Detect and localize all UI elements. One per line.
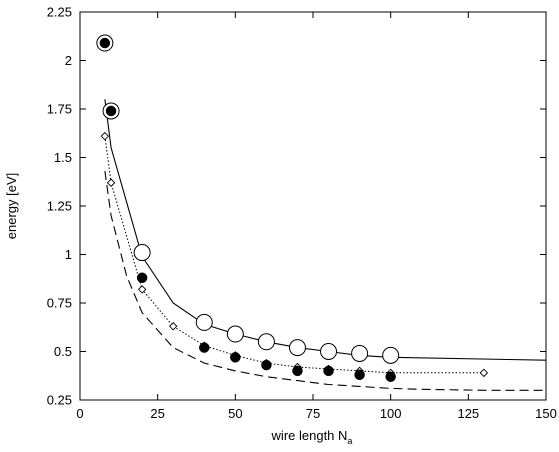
x-axis-label: wire length Na	[271, 428, 353, 446]
y-tick-label: 1.5	[54, 150, 72, 165]
y-tick-label: 1.75	[47, 102, 72, 117]
y-tick-label: 2	[65, 53, 72, 68]
axis-ticks	[79, 11, 547, 401]
open-circle-point	[382, 346, 400, 364]
filled-circle-point	[136, 272, 148, 284]
x-tick-label: 75	[306, 406, 320, 421]
solid-line-series	[104, 99, 547, 361]
y-axis-label: energy [eV]	[4, 173, 19, 240]
open-circle-point	[133, 244, 151, 262]
y-tick-label: 0.75	[47, 296, 72, 311]
open-circle-point	[226, 325, 244, 343]
plot-frame	[79, 11, 547, 401]
filled-circle-point	[261, 359, 272, 371]
open-circle-point	[351, 344, 369, 362]
y-tick-label: 1.25	[47, 199, 72, 214]
x-tick-label: 50	[228, 406, 242, 421]
dashed-line-series	[104, 171, 546, 391]
series-markers	[96, 34, 489, 382]
diamond-point	[479, 368, 489, 378]
dotted-line-series	[104, 136, 484, 374]
y-tick-label: 1	[65, 247, 72, 262]
tick-labels: 0 25 50 75 100 125 150 0.25 0.5 0.75 1 1.25 1.5 1.75 2…	[47, 5, 557, 422]
filled-circle-point	[354, 369, 365, 381]
x-tick-label: 0	[76, 406, 83, 421]
filled-circle-point	[230, 352, 241, 363]
open-circle-point	[257, 333, 275, 351]
filled-circle-point	[323, 365, 334, 377]
filled-circle-point	[99, 37, 111, 49]
diamond-point	[168, 322, 178, 331]
open-circle-point	[195, 313, 213, 331]
open-circle-point	[320, 343, 338, 360]
filled-circle-point	[105, 105, 117, 117]
filled-circle-point	[292, 365, 303, 377]
filled-circle-point	[385, 371, 396, 382]
filled-circle-point	[199, 342, 210, 353]
x-tick-label: 100	[380, 406, 402, 421]
diamond-point	[106, 178, 116, 187]
y-tick-label: 0.5	[54, 344, 72, 359]
y-tick-label: 0.25	[47, 393, 72, 408]
x-tick-label: 125	[457, 406, 479, 421]
diamond-point	[137, 285, 147, 294]
x-tick-label: 150	[535, 406, 557, 421]
x-tick-label: 25	[150, 406, 164, 421]
open-circle-point	[288, 339, 306, 357]
y-tick-label: 2.25	[47, 5, 72, 20]
diamond-point	[100, 131, 110, 141]
